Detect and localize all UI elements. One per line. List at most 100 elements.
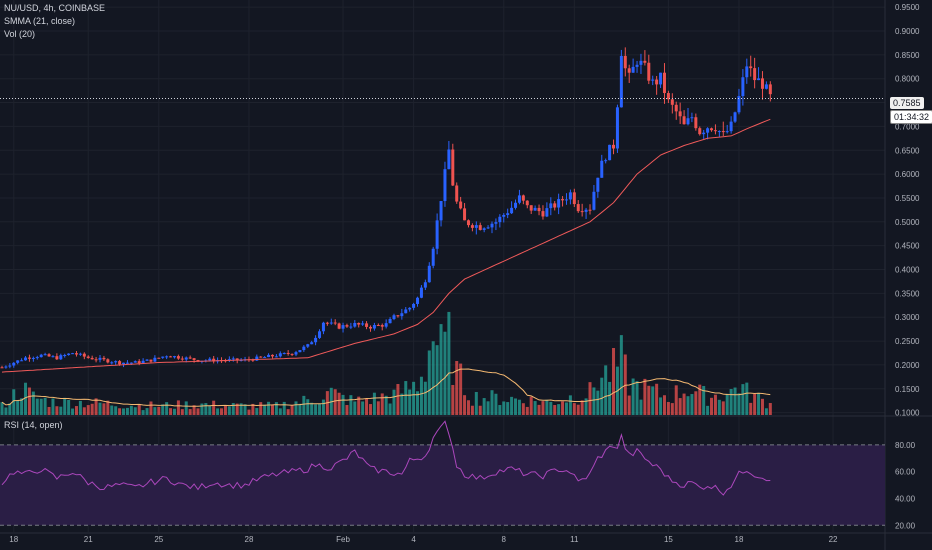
volume-bar: [180, 409, 184, 415]
volume-bar: [86, 405, 90, 415]
volume-bar: [345, 405, 349, 415]
volume-bar: [125, 407, 129, 415]
volume-bar: [337, 392, 341, 415]
volume-bar: [498, 405, 502, 415]
volume-bar: [529, 396, 533, 415]
candle-body: [282, 352, 286, 354]
candle-body: [106, 359, 110, 363]
volume-bar: [384, 395, 388, 415]
volume-bar: [20, 398, 24, 415]
volume-bar: [533, 401, 537, 415]
candle-body: [572, 192, 576, 205]
price-tick-label: 0.5500: [895, 194, 920, 203]
candle-body: [251, 359, 255, 361]
volume-bar: [141, 410, 145, 415]
volume-bar: [235, 403, 239, 415]
volume-bar: [596, 390, 600, 415]
volume-bar: [392, 389, 396, 415]
candle-body: [753, 68, 757, 81]
volume-bar: [172, 408, 176, 415]
volume-bar: [635, 381, 639, 415]
volume-bar: [243, 404, 247, 415]
candle-body: [713, 130, 717, 132]
volume-bar: [678, 398, 682, 415]
candle-body: [263, 357, 267, 359]
volume-bar: [408, 389, 412, 415]
candle-body: [153, 357, 157, 362]
candle-body: [631, 66, 635, 73]
candle-body: [463, 208, 467, 221]
volume-bar: [474, 391, 478, 415]
candle-body: [710, 128, 714, 131]
candle-body: [267, 354, 271, 358]
candle-body: [439, 201, 443, 221]
volume-bar: [623, 354, 627, 415]
candle-body: [0, 367, 4, 369]
volume-bar: [764, 408, 768, 415]
candle-body: [682, 116, 686, 125]
volume-bar: [588, 382, 592, 415]
candle-body: [361, 323, 365, 325]
candle-body: [388, 319, 392, 324]
volume-bar: [702, 385, 706, 415]
volume-bar: [0, 402, 4, 415]
candle-body: [71, 353, 75, 355]
volume-bar: [619, 335, 623, 415]
candle-body: [557, 199, 561, 208]
candle-body: [67, 353, 71, 355]
candle-body: [259, 356, 263, 358]
volume-bar: [98, 402, 102, 415]
volume-bar: [290, 404, 294, 415]
volume-bar: [298, 403, 302, 415]
volume-bar: [553, 405, 557, 415]
candle-body: [396, 315, 400, 317]
volume-bar: [662, 395, 666, 415]
volume-legend[interactable]: Vol (20): [4, 29, 36, 39]
volume-bar: [753, 394, 757, 415]
volume-bar: [71, 408, 75, 415]
rsi-tick-label: 60.00: [895, 468, 916, 477]
candle-body: [380, 325, 384, 327]
candle-body: [141, 360, 145, 364]
time-tick-label: 22: [829, 535, 838, 544]
volume-bar: [600, 377, 604, 415]
candle-body: [118, 361, 122, 365]
candle-body: [365, 323, 369, 327]
price-tick-label: 0.2500: [895, 337, 920, 346]
candle-body: [294, 352, 298, 355]
smma-legend[interactable]: SMMA (21, close): [4, 16, 76, 26]
candle-body: [302, 346, 306, 351]
candle-body: [517, 195, 521, 203]
candle-body: [510, 207, 514, 214]
symbol-legend[interactable]: NU/USD, 4h, COINBASE: [4, 3, 106, 13]
volume-bar: [255, 408, 259, 415]
candle-body: [133, 361, 137, 363]
candle-body: [169, 356, 173, 358]
candle-body: [623, 55, 627, 69]
candle-body: [643, 60, 647, 63]
rsi-legend[interactable]: RSI (14, open): [4, 420, 63, 430]
candle-body: [576, 204, 580, 212]
candle-body: [635, 64, 639, 67]
candle-body: [745, 66, 749, 78]
candle-body: [172, 356, 176, 358]
candle-body: [443, 169, 447, 202]
volume-bar: [659, 397, 663, 415]
candle-body: [564, 199, 568, 201]
volume-bar: [494, 393, 498, 415]
candle-body: [78, 353, 82, 355]
candle-body: [376, 325, 380, 327]
candle-body: [686, 118, 690, 125]
candle-body: [612, 144, 616, 149]
candle-body: [619, 55, 623, 108]
volume-bar: [353, 401, 357, 415]
candle-body: [231, 358, 235, 360]
candle-body: [341, 325, 345, 329]
candle-body: [24, 357, 28, 361]
volume-bar: [627, 395, 631, 415]
volume-bar: [16, 400, 20, 415]
volume-bar: [27, 387, 31, 415]
price-tick-label: 0.8500: [895, 51, 920, 60]
